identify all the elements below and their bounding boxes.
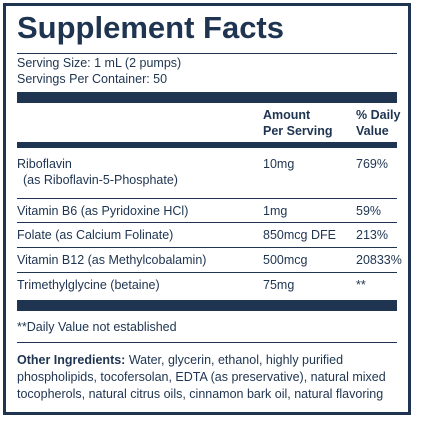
row-divider (17, 247, 397, 248)
nutrient-daily-value: 213% (356, 228, 388, 242)
thick-bar-bottom (17, 300, 397, 311)
serving-size: Serving Size: 1 mL (2 pumps) (17, 56, 182, 70)
nutrient-daily-value: 59% (356, 204, 382, 218)
row-divider (17, 222, 397, 223)
nutrient-daily-value: ** (356, 278, 366, 292)
dv-header-line1: % Daily (356, 108, 401, 122)
nutrient-name: Riboflavin (17, 157, 72, 171)
row-divider (17, 198, 397, 199)
nutrient-source: (as Riboflavin-5-Phosphate) (23, 173, 178, 187)
amount-header-line2: Per Serving (263, 124, 333, 138)
panel-title: Supplement Facts (17, 10, 284, 45)
nutrient-name: Folate (as Calcium Folinate) (17, 228, 174, 242)
other-ingredients: Other Ingredients: Water, glycerin, etha… (17, 352, 400, 403)
row-divider (17, 272, 397, 273)
nutrient-name: Vitamin B12 (as Methylcobalamin) (17, 253, 207, 267)
thick-bar-top (17, 92, 397, 103)
nutrient-amount: 10mg (263, 157, 295, 171)
footnote-rule (17, 342, 397, 343)
nutrient-name: Vitamin B6 (as Pyridoxine HCl) (17, 204, 189, 218)
thick-bar-header (17, 142, 397, 148)
dv-header-line2: Value (356, 124, 389, 138)
nutrient-amount: 500mcg (263, 253, 308, 267)
nutrient-name: Trimethylglycine (betaine) (17, 278, 160, 292)
title-rule (17, 53, 397, 54)
nutrient-amount: 1mg (263, 204, 288, 218)
nutrient-daily-value: 20833% (356, 253, 402, 267)
nutrient-amount: 75mg (263, 278, 295, 292)
other-ingredients-label: Other Ingredients: (17, 353, 126, 367)
supplement-facts-panel: Supplement Facts Serving Size: 1 mL (2 p… (3, 3, 411, 415)
nutrient-amount: 850mcg DFE (263, 228, 336, 242)
daily-value-footnote: **Daily Value not established (17, 320, 177, 334)
servings-per-container: Servings Per Container: 50 (17, 72, 168, 86)
other-ingredients-text: Water, glycerin, ethanol, highly purifie… (17, 353, 386, 401)
amount-header-line1: Amount (263, 108, 311, 122)
nutrient-daily-value: 769% (356, 157, 388, 171)
